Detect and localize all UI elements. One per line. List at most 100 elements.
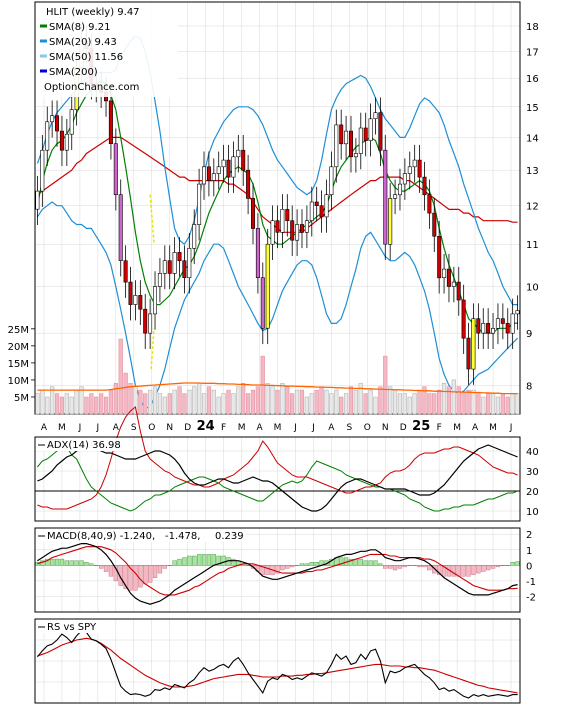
- volume-bar: [221, 393, 226, 415]
- volume-bar: [476, 393, 481, 415]
- volume-axis-tick-label: 10M: [8, 376, 29, 387]
- candle-body: [270, 220, 275, 245]
- volume-bar: [172, 389, 177, 415]
- macd-histogram-bar: [147, 565, 153, 583]
- candle-body: [280, 209, 285, 233]
- macd-histogram-bar: [64, 560, 70, 566]
- macd-line: [37, 542, 518, 605]
- candle-body: [368, 118, 373, 141]
- candle-body: [437, 236, 442, 279]
- volume-bar: [441, 383, 447, 415]
- candle-body: [304, 220, 309, 233]
- volume-bar: [412, 393, 417, 415]
- legend-entry: SMA(50) 11.56: [49, 52, 123, 63]
- candle-body: [476, 318, 481, 334]
- macd-histogram-bar: [314, 562, 319, 566]
- band-lower-line: [36, 201, 519, 409]
- volume-bar: [329, 393, 334, 415]
- volume-bar: [157, 393, 163, 415]
- candle-body: [265, 243, 270, 329]
- volume-bar: [255, 386, 260, 415]
- volume-bar: [94, 396, 99, 415]
- price-axis-tick-label: 12: [526, 202, 539, 213]
- macd-histogram-bar: [133, 565, 138, 591]
- macd-histogram-bar: [481, 565, 486, 572]
- volume-bar: [299, 389, 305, 415]
- candle-body: [285, 209, 290, 221]
- candle-body: [221, 159, 226, 168]
- candle-body: [123, 260, 128, 283]
- volume-bar: [471, 389, 476, 415]
- adx-legend-background: [36, 438, 132, 451]
- macd-histogram-bar: [388, 565, 393, 569]
- macd-histogram-bar: [490, 565, 496, 569]
- volume-bar: [59, 396, 65, 415]
- adx-axis-tick-label: 40: [526, 447, 539, 458]
- adx-panel-frame: [34, 436, 521, 522]
- volume-bar: [99, 393, 104, 415]
- volume-bar: [40, 389, 45, 415]
- volume-bar: [515, 393, 520, 415]
- x-axis-month-label: S: [131, 423, 137, 433]
- x-axis-month-label: F: [221, 423, 226, 433]
- price-axis-tick-label: 18: [526, 22, 539, 33]
- volume-bar: [407, 396, 412, 415]
- volume-bar: [241, 383, 246, 415]
- candle-body: [515, 310, 520, 315]
- x-axis-months: A M J J A S O N D 24 F M A M J J A S O N D 25 F M A M J: [41, 419, 512, 434]
- candle-body: [339, 124, 344, 145]
- adx-line: [37, 444, 518, 512]
- adx-legend-label: ADX(14) 36.98: [47, 440, 121, 451]
- x-axis-month-label: A: [256, 423, 263, 433]
- candle-body: [275, 220, 280, 233]
- rs-panel: RS vs SPY: [34, 618, 521, 704]
- candle-body: [138, 295, 143, 310]
- candle-body: [407, 166, 412, 174]
- macd-histogram-bar: [471, 565, 476, 575]
- volume-bar: [383, 355, 388, 415]
- macd-histogram-bar: [427, 565, 432, 571]
- volume-bar: [461, 393, 466, 415]
- candle-body: [378, 112, 383, 151]
- candle-body: [182, 260, 187, 279]
- volume-bar: [334, 389, 339, 415]
- candle-body: [40, 149, 45, 192]
- candle-body: [466, 337, 471, 370]
- volume-bar: [495, 396, 501, 415]
- volume-bar: [250, 389, 256, 415]
- x-axis-month-label: A: [472, 423, 479, 433]
- candle-body: [505, 323, 510, 334]
- x-axis-month-label: J: [311, 423, 315, 433]
- candle-body: [344, 130, 349, 145]
- macd-axis-tick-label: -1: [526, 577, 536, 588]
- volume-bar: [108, 389, 114, 415]
- x-axis-month-label: A: [328, 423, 335, 433]
- macd-axis-tick-label: 1: [526, 546, 532, 557]
- candle-body: [397, 183, 402, 196]
- volume-bar: [368, 389, 373, 415]
- volume-bar: [216, 396, 221, 415]
- x-axis-month-label: J: [96, 423, 100, 433]
- volume-bar: [197, 383, 202, 415]
- volume-bar: [275, 389, 280, 415]
- macd-histogram-bar: [157, 565, 163, 574]
- volume-bar: [373, 396, 378, 415]
- macd-histogram-bar: [69, 560, 74, 566]
- candle-body: [383, 149, 388, 245]
- x-axis-month-label: N: [166, 423, 173, 433]
- volume-bar: [103, 396, 109, 415]
- volume-bar: [456, 386, 461, 415]
- volume-bar: [211, 389, 216, 415]
- price-axis-tick-label: 8: [526, 381, 532, 392]
- volume-bar: [304, 396, 309, 415]
- volume-bar: [280, 383, 285, 415]
- volume-bar: [167, 393, 172, 415]
- candle-body: [45, 121, 50, 151]
- volume-bar: [437, 389, 442, 415]
- candle-body: [456, 281, 461, 301]
- macd-histogram-bar: [211, 554, 216, 566]
- macd-histogram-bar: [456, 565, 461, 577]
- candle-body: [260, 277, 265, 329]
- volume-bar: [490, 393, 496, 415]
- price-axis-tick-label: 9: [526, 329, 532, 340]
